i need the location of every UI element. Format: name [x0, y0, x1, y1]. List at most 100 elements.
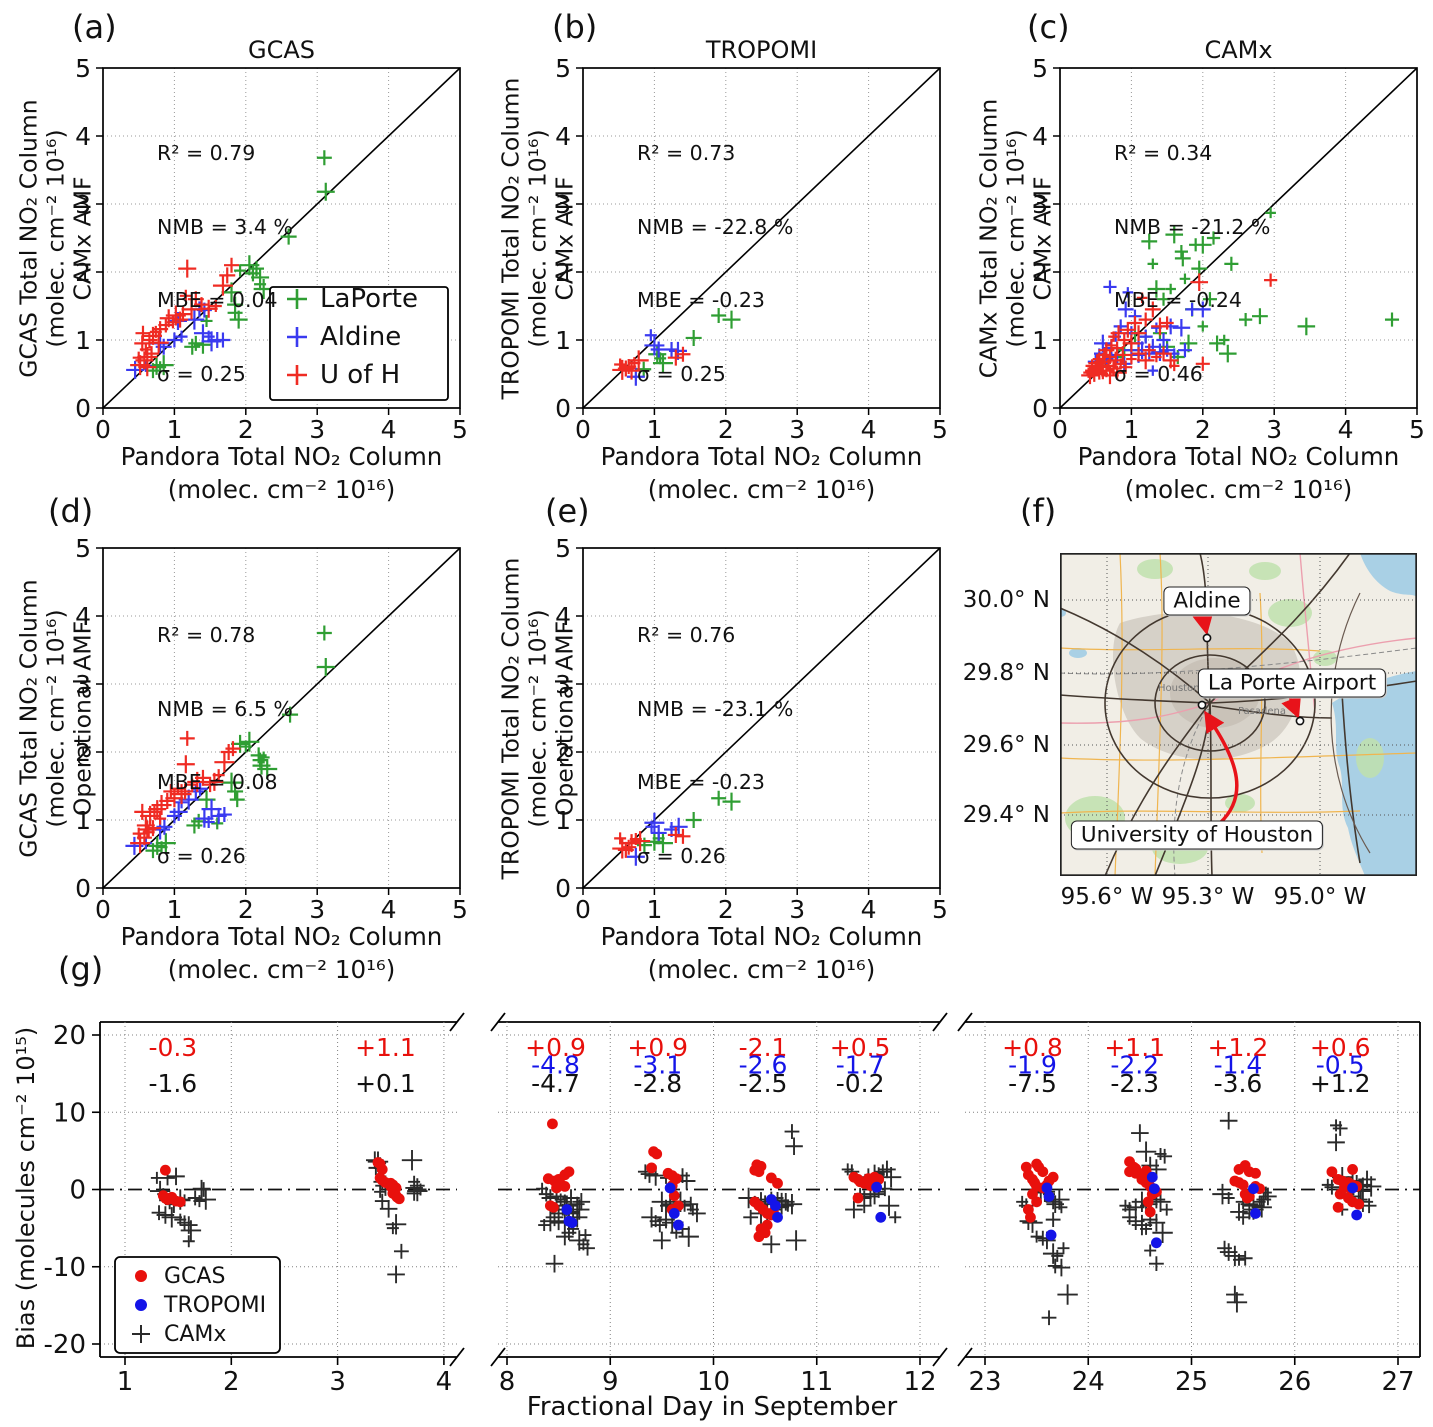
y-tick-label: 3: [555, 670, 571, 699]
legend-dot-icon: [135, 1270, 147, 1282]
panel-d-stats: R² = 0.78 NMB = 6.5 % MBE = 0.08 σ = 0.2…: [157, 574, 293, 917]
panel-b-xlabel: Pandora Total NO₂ Column (molec. cm⁻² 10…: [583, 440, 940, 506]
g-x-tick-label: 10: [697, 1367, 730, 1397]
g-tropomi-points: [1041, 1171, 1363, 1249]
panel-a-title: GCAS: [247, 36, 315, 64]
axes-border: [582, 67, 941, 409]
panel-d-letter: (d): [48, 492, 94, 530]
stat-line: MBE = 0.04: [157, 288, 278, 312]
y-tick-label: 2: [555, 738, 571, 767]
aldine-marker: [1202, 633, 1212, 643]
bias-annotation-camx: +0.1: [355, 1069, 416, 1098]
panel-c-stats: R² = 0.34 NMB = -21.2 % MBE = -0.24 σ = …: [1114, 92, 1270, 435]
ylabel-line: TROPOMI Total NO₂ Column: [496, 77, 525, 400]
xlabel-line: Pandora Total NO₂ Column: [120, 442, 443, 471]
panel-e-xlabel: Pandora Total NO₂ Column (molec. cm⁻² 10…: [583, 920, 940, 986]
y-tick-label: 5: [75, 534, 91, 563]
identity-line: [1059, 67, 1418, 409]
x-tick-label: 4: [381, 415, 397, 444]
bias-annotation-tropomi: -4.8: [531, 1051, 580, 1080]
panel_d-plot: 00 1 1 2 2 3 3 4 4 5 5: [75, 534, 468, 924]
g-x-tick-label: 4: [436, 1367, 453, 1397]
ylabel-line: CAMx AMF: [550, 176, 579, 301]
laporte-arrow: [1281, 695, 1301, 719]
ylabel-line: GCAS Total NO₂ Column: [14, 579, 43, 858]
map-ytick: 29.8° N: [962, 660, 1050, 686]
panel-a-xlabel: Pandora Total NO₂ Column (molec. cm⁻² 10…: [103, 440, 460, 506]
x-tick-label: 3: [789, 895, 805, 924]
bias-annotation-tropomi: -3.1: [633, 1051, 682, 1080]
bias-annotation-gcas: +0.9: [627, 1033, 688, 1062]
x-tick-label: 2: [238, 415, 254, 444]
legend-label: CAMx: [164, 1322, 226, 1347]
ylabel-line: (molec. cm⁻² 10¹⁶): [41, 609, 70, 828]
bias-annotation-gcas: -0.3: [148, 1033, 197, 1062]
legend-label: Aldine: [320, 322, 401, 352]
identity-line: [102, 547, 461, 889]
x-tick-label: 5: [932, 415, 948, 444]
map-ytick: 30.0° N: [962, 587, 1050, 613]
laporte-airport-label: La Porte Airport: [1197, 668, 1387, 698]
y-tick-label: 3: [75, 190, 91, 219]
bias-annotation-tropomi: -0.5: [1316, 1051, 1365, 1080]
g-x-tick-label: 27: [1381, 1367, 1414, 1397]
stat-line: NMB = -21.2 %: [1114, 214, 1271, 239]
g-camx-points: [536, 1124, 902, 1273]
g-x-tick-label: 3: [329, 1367, 346, 1397]
identity-line: [582, 547, 941, 889]
bias-annotation-camx: -4.7: [531, 1069, 580, 1098]
uofh-marker: [1197, 700, 1207, 710]
laporte-marker: [1295, 716, 1305, 726]
panel-b-stats: R² = 0.73 NMB = -22.8 % MBE = -0.23 σ = …: [637, 92, 793, 435]
axis-break-mark: [957, 1012, 973, 1032]
map-ytick: 29.4° N: [962, 802, 1050, 828]
stat-line: MBE = -0.23: [637, 288, 765, 312]
y-tick-label: 2: [75, 258, 91, 287]
g-x-tick-label: 11: [800, 1367, 833, 1397]
g-x-tick-label: 9: [602, 1367, 619, 1397]
legend-plus-icon: [287, 365, 307, 385]
y-tick-label: 4: [555, 122, 571, 151]
panel-b-title: TROPOMI: [705, 36, 818, 64]
x-tick-label: 1: [1123, 415, 1139, 444]
y-tick-label: 0: [75, 394, 91, 423]
g-x-tick-label: 1: [117, 1367, 134, 1397]
g-x-tick-label: 24: [1072, 1367, 1105, 1397]
x-tick-label: 0: [1052, 415, 1068, 444]
g-gcas-points: [372, 1157, 405, 1205]
legend-plus-icon: [287, 289, 307, 309]
panel_b-plot: 00 1 1 2 2 3 3 4 4 5 5: [555, 54, 948, 444]
map-xtick: 95.0° W: [1273, 884, 1367, 910]
bias-annotation-gcas: +1.2: [1208, 1033, 1269, 1062]
stat-line: R² = 0.78: [157, 623, 256, 647]
bias-legend-box: [114, 1256, 281, 1354]
axis-break-mark: [932, 1012, 948, 1032]
bias-annotation-gcas: +0.6: [1310, 1033, 1371, 1062]
panel_c-points-u-of-h: [1081, 273, 1278, 385]
map-city-label: Pasadena: [1238, 706, 1287, 717]
bias-annotation-gcas: +0.9: [525, 1033, 586, 1062]
panel-g-ylabel: Bias (molecules cm⁻² 10¹⁵): [12, 1026, 40, 1350]
y-tick-label: 1: [75, 326, 91, 355]
map-railways: [1060, 647, 1417, 876]
y-tick-label: 1: [75, 806, 91, 835]
stat-line: R² = 0.79: [157, 141, 256, 165]
x-tick-label: 5: [452, 415, 468, 444]
xlabel-line: Pandora Total NO₂ Column: [120, 922, 443, 951]
axes-border: [102, 67, 461, 409]
stat-line: NMB = 3.4 %: [157, 214, 293, 239]
axes-border: [102, 547, 461, 889]
panel-g-plot: 1 2 3 4-0.3-1.6+1.1+0.18 9 10 11 12+0.9-4.8-4.7…: [44, 1012, 1421, 1397]
y-tick-label: 4: [1032, 122, 1048, 151]
xlabel-line: (molec. cm⁻² 10¹⁶): [167, 475, 396, 504]
ylabel-line: (molec. cm⁻² 10¹⁶): [41, 129, 70, 348]
y-tick-label: 2: [1032, 258, 1048, 287]
x-tick-label: 5: [1409, 415, 1425, 444]
x-tick-label: 3: [309, 895, 325, 924]
axis-break-mark: [449, 1012, 465, 1032]
g-y-tick-label: 10: [53, 1098, 86, 1128]
map-water-lake: [1360, 553, 1417, 597]
y-tick-label: 3: [1032, 190, 1048, 219]
panel-a-ylabel: GCAS Total NO₂ Column (molec. cm⁻² 10¹⁶)…: [15, 59, 97, 419]
